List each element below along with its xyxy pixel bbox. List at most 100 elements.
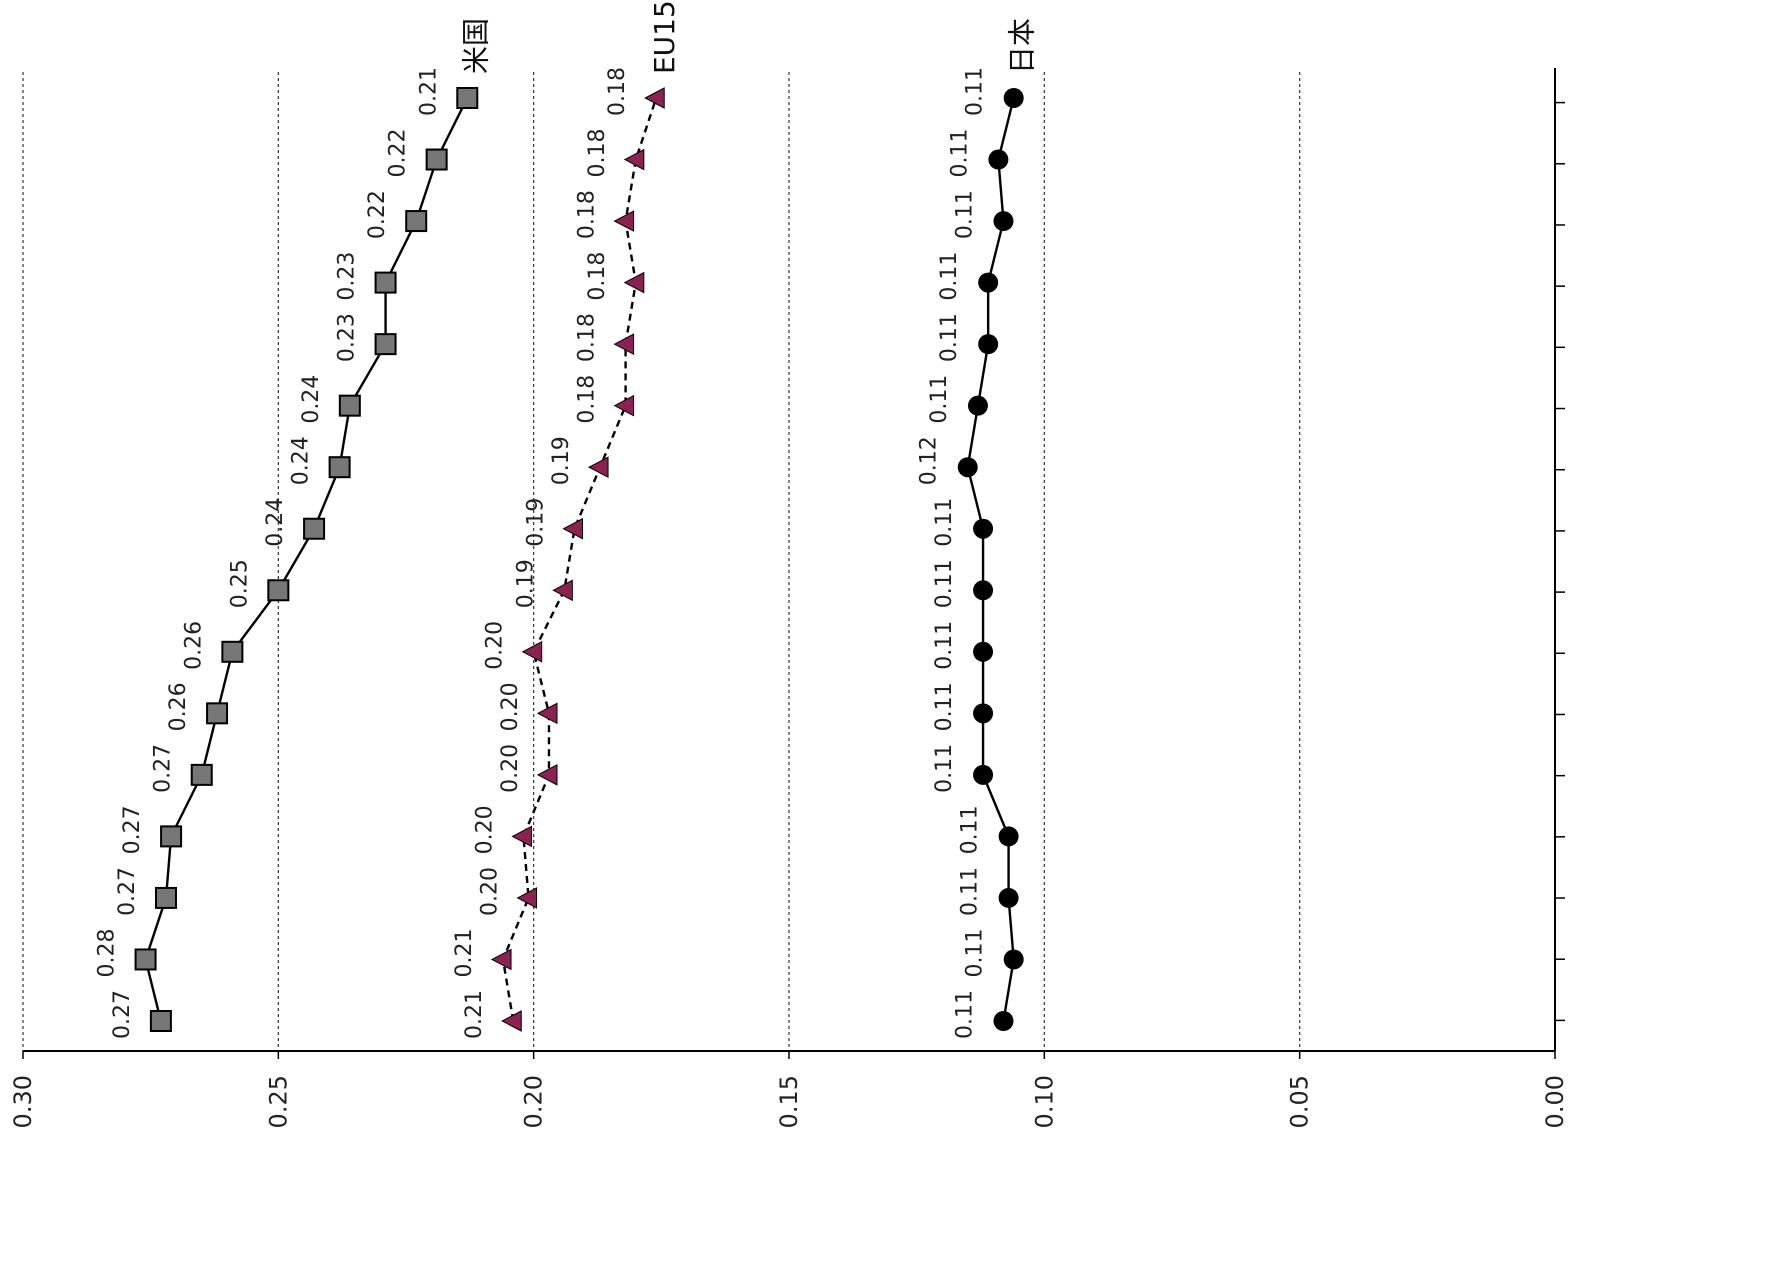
data-point [993,1011,1014,1031]
data-point [374,333,397,356]
data-point [536,702,558,725]
data-point [613,394,635,417]
data-label: 0.11 [932,744,957,793]
data-label: 0.11 [958,805,983,854]
data-point [521,640,543,663]
data-label: 0.21 [416,67,441,116]
data-point [998,826,1019,847]
data-point [190,763,213,786]
data-label: 0.27 [151,744,176,793]
series-0: 0.270.280.270.270.270.260.260.250.240.24… [95,18,493,1039]
data-label: 0.11 [932,498,957,547]
data-point [456,87,479,109]
series-1: 0.210.210.200.200.200.200.200.190.190.19… [452,0,681,1039]
data-point [973,518,994,539]
data-label: 0.20 [498,744,523,793]
data-point [425,148,448,171]
data-point [160,825,183,848]
data-point [490,948,512,971]
data-point [978,272,999,293]
data-point [973,580,994,601]
axes-layer: 0.30 0.25 0.20 0.15 0.10 0.05 0.00 [9,68,1569,1128]
data-label: 0.19 [524,498,549,547]
series-name-label: 日本 [1006,18,1039,74]
series-line [501,97,658,1022]
data-label: 0.20 [483,621,508,670]
data-point [328,456,351,479]
data-point [221,640,244,663]
data-label: 0.23 [335,252,360,301]
data-label: 0.12 [917,436,942,485]
data-label: 0.26 [181,621,206,670]
data-label: 0.18 [575,190,600,239]
data-point [1003,88,1024,108]
data-label: 0.21 [462,990,487,1039]
data-point [134,948,157,971]
data-label: 0.11 [937,313,962,362]
tick-label: 0.15 [775,1075,803,1128]
data-label: 0.22 [386,129,411,178]
data-label: 0.11 [952,190,977,239]
data-label: 0.24 [289,436,314,485]
data-label: 0.27 [120,805,145,854]
data-point [154,886,177,909]
data-point [206,702,229,725]
data-label: 0.11 [947,129,972,178]
data-point [516,887,538,909]
data-point [1003,949,1024,970]
series-name-label: 米国 [459,18,492,74]
data-label: 0.11 [958,867,983,916]
data-label: 0.11 [937,252,962,301]
data-point [501,1010,522,1032]
data-label: 0.11 [932,559,957,608]
data-label: 0.18 [585,129,610,178]
data-point [973,703,994,724]
series-line [966,97,1015,1022]
tick-label: 0.25 [264,1075,292,1128]
data-label: 0.27 [110,990,135,1039]
data-label: 0.27 [115,867,140,916]
tick-label: 0.20 [520,1075,548,1128]
data-point [562,517,584,540]
data-label: 0.11 [952,990,977,1039]
data-point [536,764,558,786]
data-label: 0.18 [575,313,600,362]
data-label: 0.28 [95,928,120,977]
data-point [623,148,645,171]
series-line [144,97,469,1022]
data-point [973,764,994,785]
data-point [967,395,988,416]
data-label: 0.11 [963,67,988,116]
data-label: 0.26 [166,682,191,731]
data-label: 0.18 [605,67,630,116]
data-point [374,271,397,294]
data-label: 0.18 [585,252,610,301]
data-point [613,210,635,232]
tick-label: 0.30 [9,1075,37,1128]
data-point [613,333,635,355]
data-label: 0.23 [335,313,360,362]
data-label: 0.22 [365,190,390,239]
data-label: 0.11 [932,621,957,670]
data-point [338,394,361,417]
data-label: 0.19 [513,559,538,608]
series-layer: 0.270.280.270.270.270.260.260.250.240.24… [95,0,1039,1039]
data-point [973,641,994,662]
data-label: 0.21 [452,928,477,977]
tick-label: 0.10 [1030,1075,1058,1128]
data-label: 0.24 [299,375,324,424]
data-label: 0.25 [227,559,252,608]
data-point [978,334,999,355]
series-2: 0.110.110.110.110.110.110.110.110.110.12… [917,18,1039,1039]
data-label: 0.11 [963,928,988,977]
data-label: 0.18 [575,375,600,424]
data-label: 0.20 [498,682,523,731]
tick-label: 0.05 [1286,1075,1314,1128]
data-label: 0.11 [927,375,952,424]
data-point [149,1010,172,1032]
data-point [511,825,532,848]
tick-label: 0.00 [1541,1075,1569,1128]
data-label: 0.24 [263,498,288,547]
data-label: 0.20 [478,867,503,916]
